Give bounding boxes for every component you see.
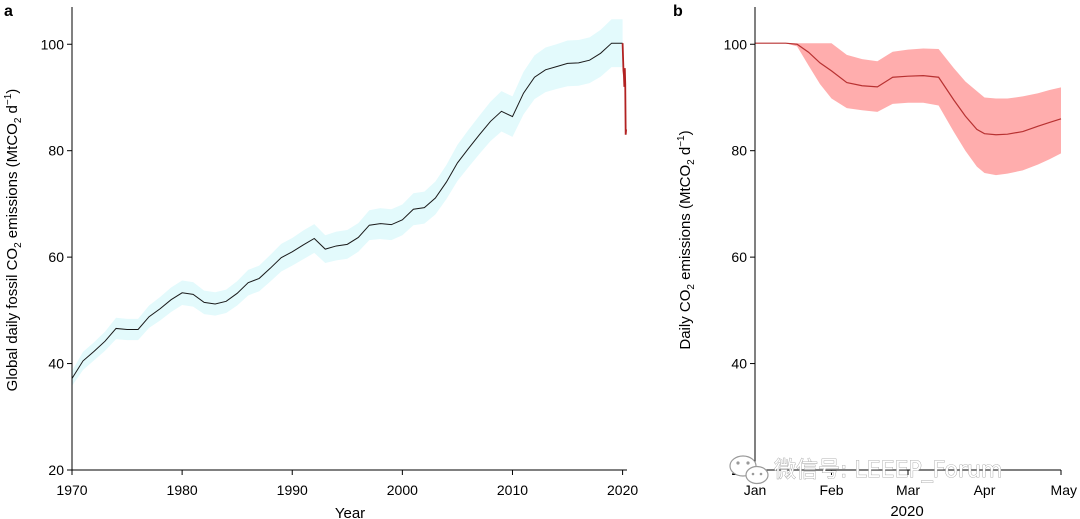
panel-b-x-tick-label: Mar xyxy=(896,482,920,498)
panel-b-label: b xyxy=(673,3,683,20)
panel-a-uncertainty-band xyxy=(72,19,623,386)
panel-a-y-tick-label: 20 xyxy=(48,462,64,478)
watermark: 微信号: LEEEP_Forum xyxy=(729,455,1003,485)
panel-b-series-line xyxy=(755,42,1062,136)
panel-b-y-tick-label: 80 xyxy=(731,143,747,159)
panel-a-y-tick-label: 40 xyxy=(48,356,64,372)
panel-a-x-tick-label: 1970 xyxy=(56,482,87,498)
panel-b-x-axis-label: 2020 xyxy=(890,503,923,519)
panel-a-label: a xyxy=(4,3,13,20)
wechat-bubble-icon xyxy=(729,455,769,485)
panel-a-y-tick-label: 100 xyxy=(41,36,65,52)
panel-a-2020-drop-line xyxy=(621,43,628,135)
panel-b-y-axis-label: Daily CO2 emissions (MtCO2 d−1) xyxy=(676,130,697,349)
panel-b-y-tick-label: 40 xyxy=(731,356,747,372)
panel-b-y-tick-label: 60 xyxy=(731,249,747,265)
panel-a-x-tick-label: 2020 xyxy=(607,482,638,498)
panel-b-x-tick-label: Jan xyxy=(744,482,767,498)
panel-a-y-tick-label: 60 xyxy=(48,249,64,265)
panel-a-x-tick-label: 1980 xyxy=(167,482,198,498)
panel-a-x-ticks: 1970 1980 1990 2000 2010 2020 xyxy=(56,470,638,498)
watermark-text: 微信号: LEEEP_Forum xyxy=(774,458,1002,483)
panel-b-x-tick-label: May xyxy=(1051,482,1077,498)
panel-b-x-tick-label: Feb xyxy=(819,482,843,498)
panel-b-y-tick-label: 100 xyxy=(724,36,748,52)
panel-a-x-tick-label: 2010 xyxy=(497,482,528,498)
panel-a-x-tick-label: 2000 xyxy=(387,482,418,498)
panel-a-y-ticks: 20 40 60 80 100 xyxy=(41,36,72,478)
panel-b-x-tick-label: Apr xyxy=(974,482,996,498)
panel-a: a 20 40 60 80 100 1970 1980 1990 2000 2010 2020 Y… xyxy=(3,3,638,519)
panel-a-series-line xyxy=(71,42,623,379)
panel-a-y-tick-label: 80 xyxy=(48,143,64,159)
panel-a-x-axis-label: Year xyxy=(335,505,365,519)
panel-a-x-tick-label: 1990 xyxy=(277,482,308,498)
panel-a-y-axis-label: Global daily fossil CO2 emissions (MtCO2… xyxy=(3,89,24,392)
panel-b-x-ticks: Jan Feb Mar Apr May xyxy=(744,470,1077,498)
panel-b-uncertainty-band xyxy=(755,43,1061,176)
